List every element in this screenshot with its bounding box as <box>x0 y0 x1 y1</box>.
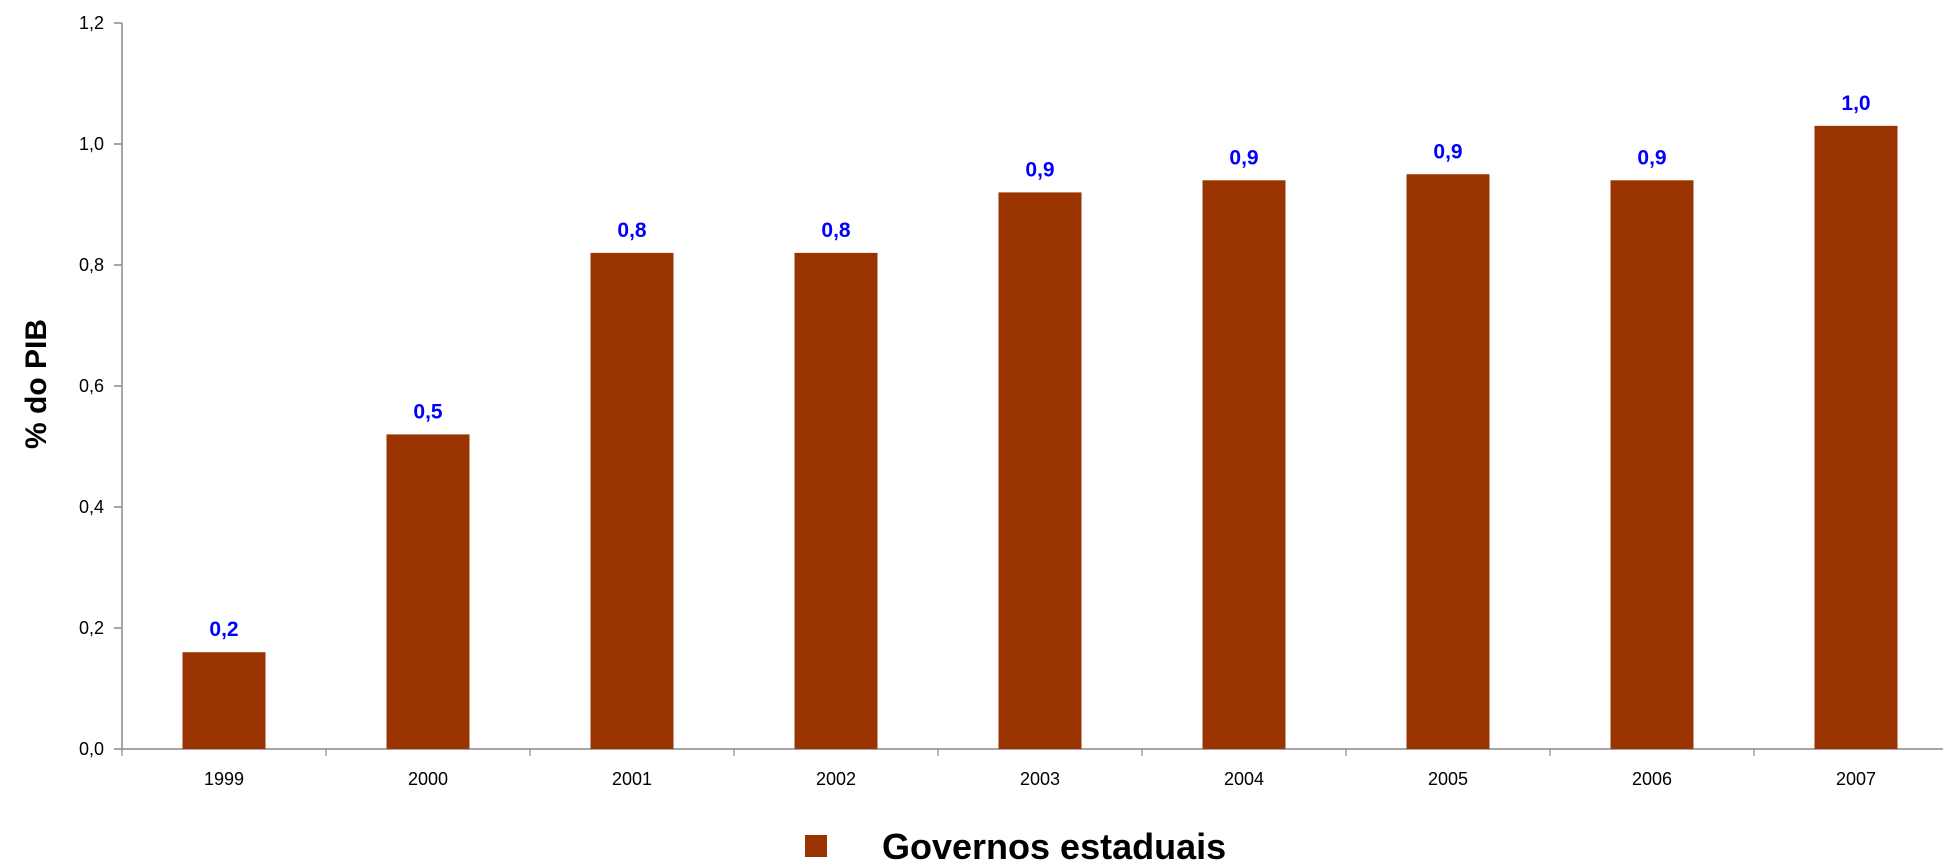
bar-1999 <box>182 652 266 749</box>
y-tick-label: 1,2 <box>79 13 104 33</box>
y-tick-label: 0,2 <box>79 618 104 638</box>
x-tick-label: 2001 <box>612 769 652 789</box>
data-label: 0,9 <box>1025 158 1054 181</box>
legend-swatch <box>805 835 827 857</box>
y-tick-label: 0,8 <box>79 255 104 275</box>
x-tick-label: 2007 <box>1836 769 1876 789</box>
y-tick-label: 1,0 <box>79 134 104 154</box>
x-tick-label: 2005 <box>1428 769 1468 789</box>
data-label: 0,8 <box>617 219 647 242</box>
x-axis: 1999 2000 2001 2002 2003 2004 2005 2006 2007 <box>121 748 1943 789</box>
legend-label: Governos estaduais <box>882 826 1226 860</box>
y-tick-label: 0,4 <box>79 497 104 517</box>
bar-2000 <box>386 434 470 749</box>
data-label: 0,2 <box>209 618 238 641</box>
bar-series <box>182 125 1898 750</box>
data-label: 0,9 <box>1637 146 1666 169</box>
data-label: 1,0 <box>1841 92 1870 115</box>
x-tick-label: 2003 <box>1020 769 1060 789</box>
data-label: 0,8 <box>821 219 851 242</box>
x-tick-label: 2006 <box>1632 769 1672 789</box>
data-label: 0,9 <box>1433 140 1462 163</box>
y-tick-label: 0,0 <box>79 739 104 759</box>
bar-2001 <box>590 252 674 749</box>
bar-2004 <box>1202 180 1286 750</box>
y-tick-label: 0,6 <box>79 376 104 396</box>
x-tick-label: 1999 <box>204 769 244 789</box>
bar-2007 <box>1814 125 1898 750</box>
data-label: 0,5 <box>413 400 443 423</box>
bar-2003 <box>998 192 1082 749</box>
x-tick-label: 2002 <box>816 769 856 789</box>
bar-2006 <box>1610 180 1694 750</box>
y-axis-title: % do PIB <box>20 319 53 449</box>
x-tick-label: 2000 <box>408 769 448 789</box>
x-tick-label: 2004 <box>1224 769 1264 789</box>
legend: Governos estaduais <box>805 826 1226 860</box>
y-axis: 0,0 0,2 0,4 0,6 0,8 1,0 1,2 <box>79 13 123 759</box>
bar-2002 <box>794 252 878 749</box>
bar-2005 <box>1406 174 1490 749</box>
data-labels: 0,2 0,5 0,8 0,8 0,9 0,9 0,9 0,9 1,0 <box>209 92 1870 641</box>
data-label: 0,9 <box>1229 146 1258 169</box>
